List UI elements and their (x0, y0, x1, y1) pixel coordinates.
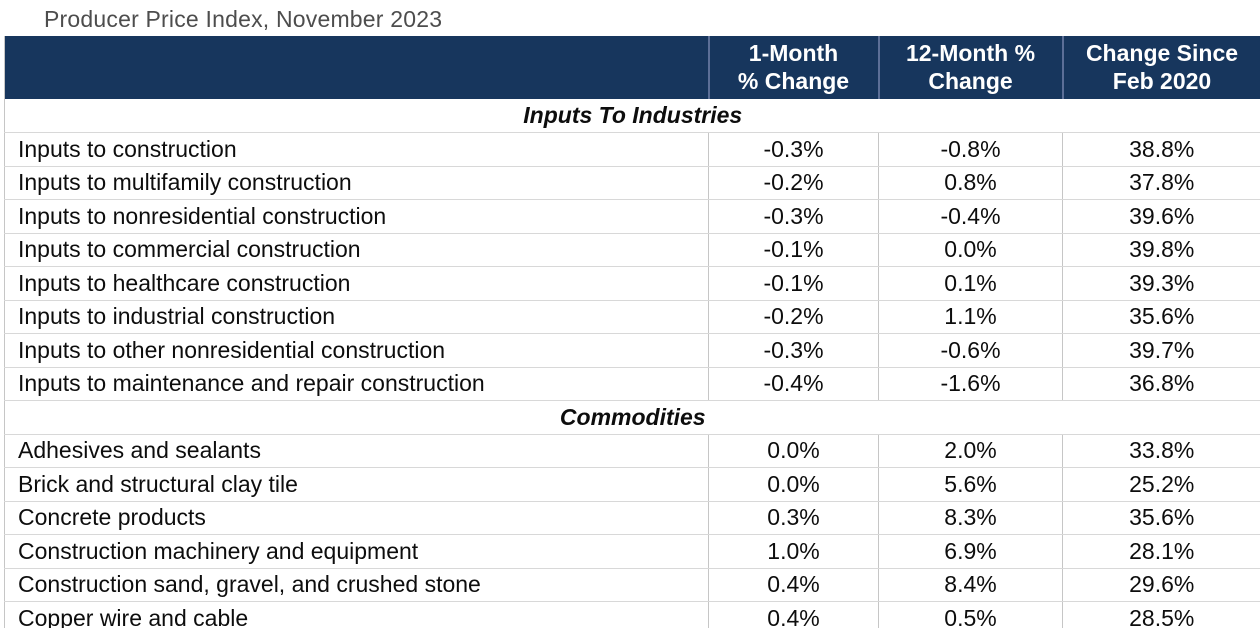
section-header-row: Inputs To Industries (4, 99, 1260, 133)
ppi-table: 1-Month % Change 12-Month % Change Chang… (4, 36, 1260, 628)
table-row: Inputs to healthcare construction -0.1% 0.… (4, 266, 1260, 301)
row-value: -0.1% (708, 233, 879, 267)
section-header-row: Commodities (4, 400, 1260, 435)
row-value: -0.8% (878, 132, 1063, 167)
table-row: Inputs to nonresidential construction -0.… (4, 199, 1260, 234)
row-label: Inputs to commercial construction (4, 233, 709, 267)
table-row: Inputs to other nonresidential construct… (4, 333, 1260, 368)
table-row: Adhesives and sealants 0.0% 2.0% 33.8% (4, 434, 1260, 468)
row-value: -0.1% (708, 266, 879, 301)
row-value: 1.1% (878, 300, 1063, 334)
table-row: Inputs to commercial construction -0.1% 0.… (4, 233, 1260, 267)
row-value: 38.8% (1062, 132, 1260, 167)
row-value: 0.8% (878, 166, 1063, 200)
row-value: 0.5% (878, 601, 1063, 628)
row-value: -1.6% (878, 367, 1063, 401)
row-value: 0.3% (708, 501, 879, 535)
table-row: Inputs to multifamily construction -0.2% 0… (4, 166, 1260, 200)
row-label: Inputs to nonresidential construction (4, 199, 709, 234)
table-row: Inputs to maintenance and repair constru… (4, 367, 1260, 401)
header-change-since-feb-2020: Change Since Feb 2020 (1061, 36, 1260, 99)
row-label: Inputs to healthcare construction (4, 266, 709, 301)
row-value: 36.8% (1062, 367, 1260, 401)
table-row: Inputs to industrial construction -0.2% 1.… (4, 300, 1260, 334)
row-value: 29.6% (1062, 568, 1260, 602)
row-value: 1.0% (708, 534, 879, 569)
row-value: -0.3% (708, 199, 879, 234)
header-blank-cell (4, 36, 709, 99)
row-value: 39.3% (1062, 266, 1260, 301)
row-value: -0.6% (878, 333, 1063, 368)
table-header: 1-Month % Change 12-Month % Change Chang… (4, 36, 1260, 99)
row-label: Adhesives and sealants (4, 434, 709, 468)
row-value: 2.0% (878, 434, 1063, 468)
row-label: Inputs to multifamily construction (4, 166, 709, 200)
row-value: 6.9% (878, 534, 1063, 569)
row-value: 37.8% (1062, 166, 1260, 200)
row-label: Copper wire and cable (4, 601, 709, 628)
row-value: -0.3% (708, 333, 879, 368)
row-label: Inputs to construction (4, 132, 709, 167)
table-row: Concrete products 0.3% 8.3% 35.6% (4, 501, 1260, 535)
row-label: Inputs to industrial construction (4, 300, 709, 334)
row-value: 33.8% (1062, 434, 1260, 468)
row-value: -0.2% (708, 166, 879, 200)
row-value: 35.6% (1062, 501, 1260, 535)
table-row: Construction sand, gravel, and crushed s… (4, 568, 1260, 602)
row-label: Inputs to maintenance and repair constru… (4, 367, 709, 401)
row-value: 0.1% (878, 266, 1063, 301)
row-value: 28.1% (1062, 534, 1260, 569)
header-row: 1-Month % Change 12-Month % Change Chang… (4, 36, 1260, 99)
row-value: 39.6% (1062, 199, 1260, 234)
row-value: -0.3% (708, 132, 879, 167)
row-value: 8.4% (878, 568, 1063, 602)
row-value: -0.2% (708, 300, 879, 334)
row-value: 8.3% (878, 501, 1063, 535)
row-value: -0.4% (878, 199, 1063, 234)
row-label: Construction machinery and equipment (4, 534, 709, 569)
table-row: Brick and structural clay tile 0.0% 5.6% 25… (4, 467, 1260, 502)
row-value: 35.6% (1062, 300, 1260, 334)
table-row: Copper wire and cable 0.4% 0.5% 28.5% (4, 601, 1260, 628)
section-title: Inputs To Industries (4, 99, 1260, 133)
row-value: 0.4% (708, 601, 879, 628)
table-row: Inputs to construction -0.3% -0.8% 38.8% (4, 132, 1260, 167)
header-1-month-pct-change: 1-Month % Change (707, 36, 879, 99)
row-label: Concrete products (4, 501, 709, 535)
row-value: 39.7% (1062, 333, 1260, 368)
table-row: Construction machinery and equipment 1.0%… (4, 534, 1260, 569)
row-value: 0.0% (878, 233, 1063, 267)
row-value: 28.5% (1062, 601, 1260, 628)
row-value: 0.0% (708, 434, 879, 468)
row-label: Inputs to other nonresidential construct… (4, 333, 709, 368)
row-value: 39.8% (1062, 233, 1260, 267)
page-title: Producer Price Index, November 2023 (44, 6, 443, 32)
row-label: Construction sand, gravel, and crushed s… (4, 568, 709, 602)
row-value: 0.0% (708, 467, 879, 502)
row-value: 0.4% (708, 568, 879, 602)
table-body: Inputs To Industries Inputs to constructi… (4, 99, 1260, 628)
row-value: 5.6% (878, 467, 1063, 502)
row-value: -0.4% (708, 367, 879, 401)
row-value: 25.2% (1062, 467, 1260, 502)
section-title: Commodities (4, 400, 1260, 435)
row-label: Brick and structural clay tile (4, 467, 709, 502)
header-12-month-pct-change: 12-Month % Change (877, 36, 1063, 99)
